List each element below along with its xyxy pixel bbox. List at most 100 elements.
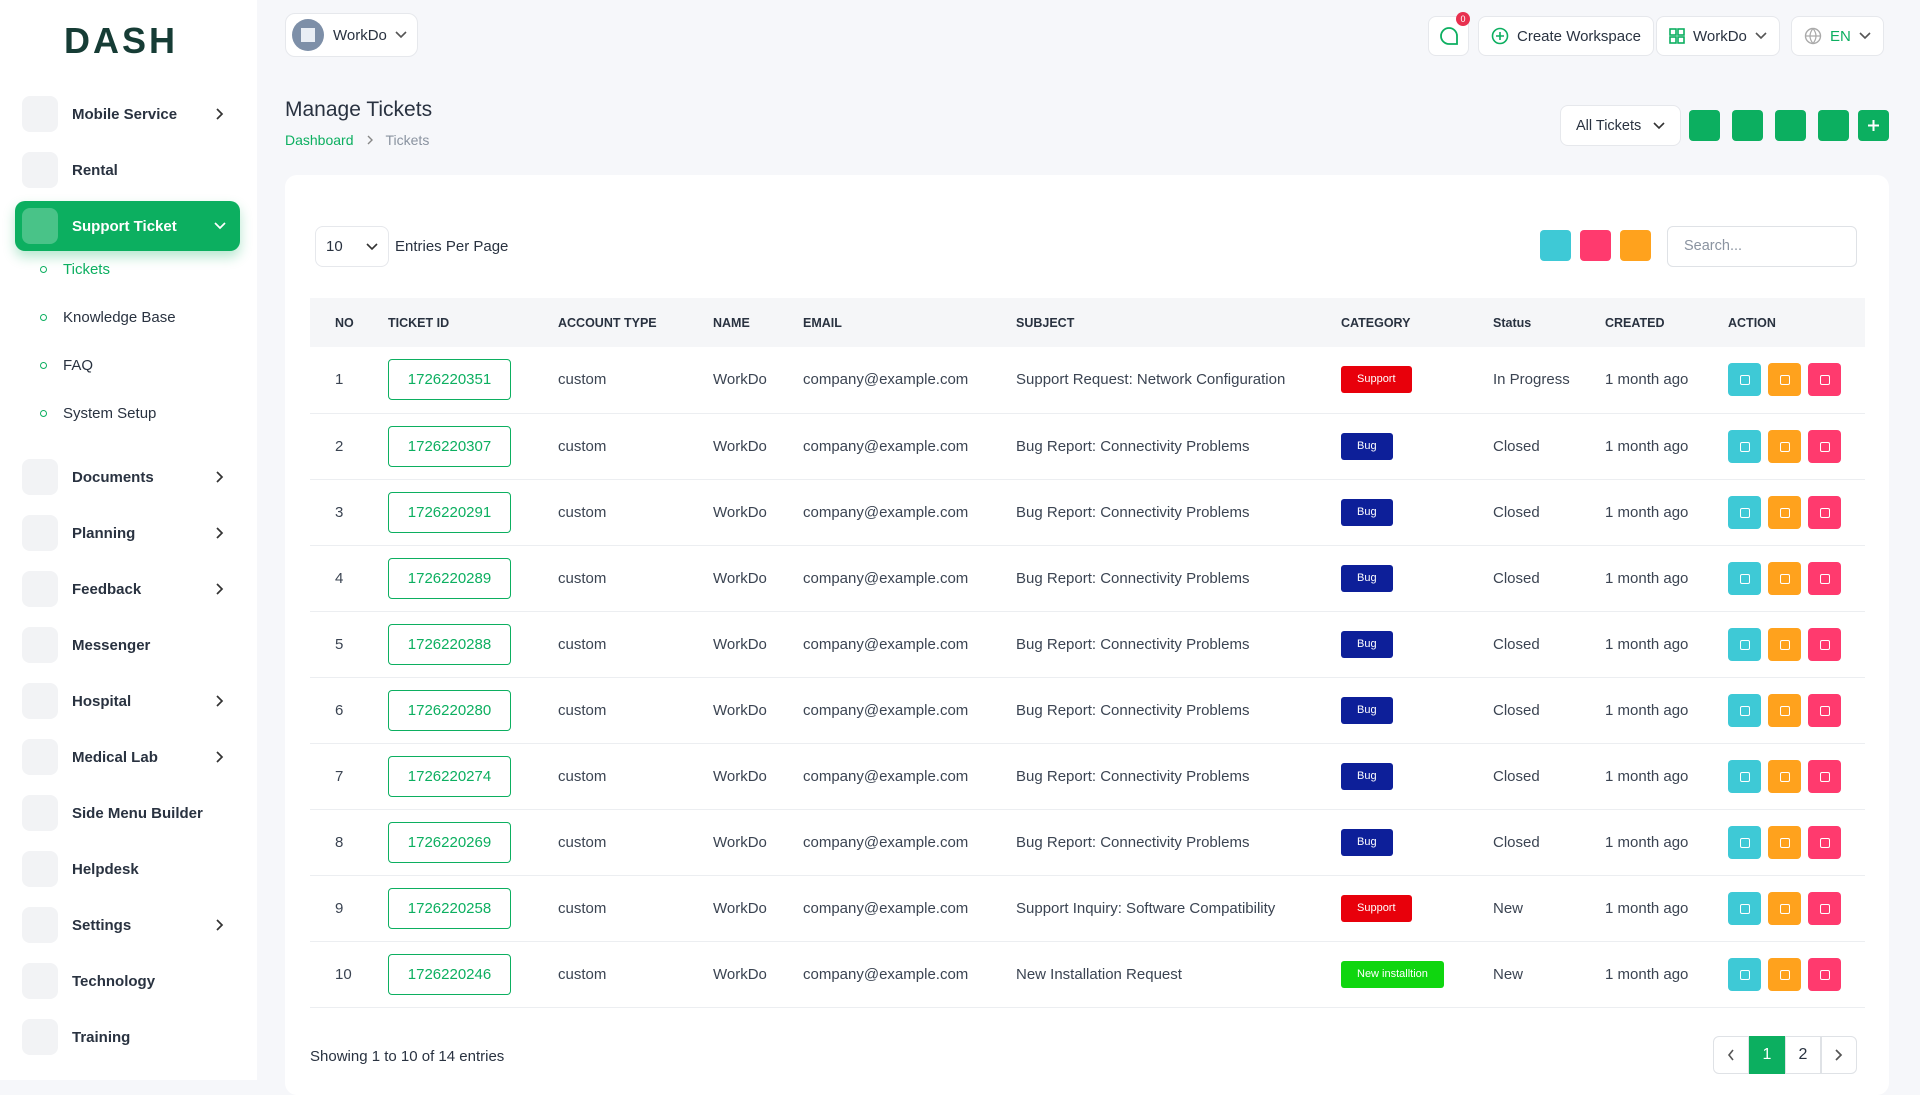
prev-page[interactable]: [1713, 1036, 1749, 1074]
ticket-id-link[interactable]: 1726220258: [388, 888, 511, 929]
column-header: SUBJECT: [1006, 298, 1331, 347]
cloud-button[interactable]: [1732, 110, 1763, 141]
nav-item[interactable]: Documents: [15, 452, 240, 502]
view-button[interactable]: [1768, 628, 1801, 661]
nav-item[interactable]: Rental: [15, 145, 240, 195]
reply-button[interactable]: [1728, 430, 1761, 463]
delete-button[interactable]: [1808, 496, 1841, 529]
workspace-switcher[interactable]: WorkDo: [285, 13, 418, 57]
page-button[interactable]: 1: [1749, 1036, 1785, 1074]
language-menu[interactable]: EN: [1791, 16, 1884, 56]
cell-category: Bug: [1331, 743, 1483, 809]
sub-nav-item[interactable]: System Setup: [40, 405, 156, 422]
view-button[interactable]: [1768, 363, 1801, 396]
delete-button[interactable]: [1808, 760, 1841, 793]
page-button[interactable]: 2: [1785, 1036, 1821, 1074]
entries-select[interactable]: 10: [315, 226, 389, 267]
ticket-id-link[interactable]: 1726220307: [388, 426, 511, 467]
ticket-id-link[interactable]: 1726220280: [388, 690, 511, 731]
nav-item[interactable]: Technology: [15, 956, 240, 1006]
view-button[interactable]: [1768, 892, 1801, 925]
nav-item[interactable]: Planning: [15, 508, 240, 558]
add-ticket-button[interactable]: [1858, 110, 1889, 141]
reply-button[interactable]: [1728, 760, 1761, 793]
view-button[interactable]: [1768, 496, 1801, 529]
ticket-id-link[interactable]: 1726220291: [388, 492, 511, 533]
nav-item[interactable]: Training: [15, 1012, 240, 1062]
ticket-id-link[interactable]: 1726220351: [388, 359, 511, 400]
nav-item[interactable]: Side Menu Builder: [15, 788, 240, 838]
ticket-filter[interactable]: All Tickets: [1560, 105, 1681, 146]
sub-nav-item[interactable]: Tickets: [40, 261, 110, 278]
cell-subject: Support Request: Network Configuration: [1006, 347, 1331, 413]
nav-item[interactable]: Hospital: [15, 676, 240, 726]
cell-text: 4: [335, 570, 343, 587]
reply-button[interactable]: [1728, 958, 1761, 991]
reply-button[interactable]: [1728, 826, 1761, 859]
search-input[interactable]: Search...: [1667, 226, 1857, 267]
ticket-id-link[interactable]: 1726220269: [388, 822, 511, 863]
delete-button[interactable]: [1808, 958, 1841, 991]
nav-item[interactable]: Feedback: [15, 564, 240, 614]
nav-label: Medical Lab: [72, 749, 158, 766]
delete-button[interactable]: [1808, 628, 1841, 661]
cell-category: Bug: [1331, 479, 1483, 545]
cell-subject: Support Inquiry: Software Compatibility: [1006, 875, 1331, 941]
nav-item[interactable]: Medical Lab: [15, 732, 240, 782]
sub-nav-item[interactable]: Knowledge Base: [40, 309, 176, 326]
delete-button[interactable]: [1808, 562, 1841, 595]
view-button[interactable]: [1768, 562, 1801, 595]
delete-button[interactable]: [1808, 694, 1841, 727]
reply-button[interactable]: [1728, 694, 1761, 727]
delete-button[interactable]: [1808, 430, 1841, 463]
cell-ticket-id: 1726220246: [378, 941, 548, 1007]
view-button[interactable]: [1768, 760, 1801, 793]
cell-ticket-id: 1726220280: [378, 677, 548, 743]
breadcrumb-link[interactable]: Dashboard: [285, 132, 354, 148]
nav-item[interactable]: Messenger: [15, 620, 240, 670]
category-badge: Bug: [1341, 763, 1393, 790]
user-menu[interactable]: WorkDo: [1656, 16, 1780, 56]
download-button[interactable]: [1540, 230, 1571, 261]
view-button[interactable]: [1768, 694, 1801, 727]
nav-item[interactable]: Support Ticket: [15, 201, 240, 251]
sub-nav-item[interactable]: FAQ: [40, 357, 93, 374]
cell-text: company@example.com: [803, 966, 968, 983]
next-page[interactable]: [1821, 1036, 1857, 1074]
delete-button[interactable]: [1808, 826, 1841, 859]
cell-account-type: custom: [548, 677, 703, 743]
ticket-id-link[interactable]: 1726220288: [388, 624, 511, 665]
reply-button[interactable]: [1728, 496, 1761, 529]
cell-status: In Progress: [1483, 347, 1595, 413]
reply-button[interactable]: [1728, 628, 1761, 661]
cell-actions: [1718, 545, 1865, 611]
import-button[interactable]: [1689, 110, 1720, 141]
ticket-id-link[interactable]: 1726220274: [388, 756, 511, 797]
nav-icon: [22, 208, 58, 244]
reply-button[interactable]: [1728, 562, 1761, 595]
ticket-filter-label: All Tickets: [1576, 118, 1641, 134]
chevron: [1653, 122, 1665, 130]
nav-item[interactable]: Settings: [15, 900, 240, 950]
zendesk-button[interactable]: [1775, 110, 1806, 141]
create-workspace-button[interactable]: Create Workspace: [1478, 16, 1654, 56]
nav-item[interactable]: Mobile Service: [15, 89, 240, 139]
ticket-id-link[interactable]: 1726220289: [388, 558, 511, 599]
cell-text: 2: [335, 438, 343, 455]
ticket-id-link[interactable]: 1726220246: [388, 954, 511, 995]
nav-item[interactable]: Helpdesk: [15, 844, 240, 894]
view-button[interactable]: [1768, 430, 1801, 463]
language: EN: [1830, 28, 1851, 45]
cell-text: Bug Report: Connectivity Problems: [1016, 768, 1249, 785]
reset-button[interactable]: [1580, 230, 1611, 261]
cell-text: WorkDo: [713, 768, 767, 785]
delete-button[interactable]: [1808, 363, 1841, 396]
refresh-button[interactable]: [1620, 230, 1651, 261]
view-button[interactable]: [1768, 958, 1801, 991]
reply-button[interactable]: [1728, 363, 1761, 396]
grid-view-button[interactable]: [1818, 110, 1849, 141]
notifications[interactable]: 0: [1428, 16, 1469, 56]
delete-button[interactable]: [1808, 892, 1841, 925]
reply-button[interactable]: [1728, 892, 1761, 925]
view-button[interactable]: [1768, 826, 1801, 859]
